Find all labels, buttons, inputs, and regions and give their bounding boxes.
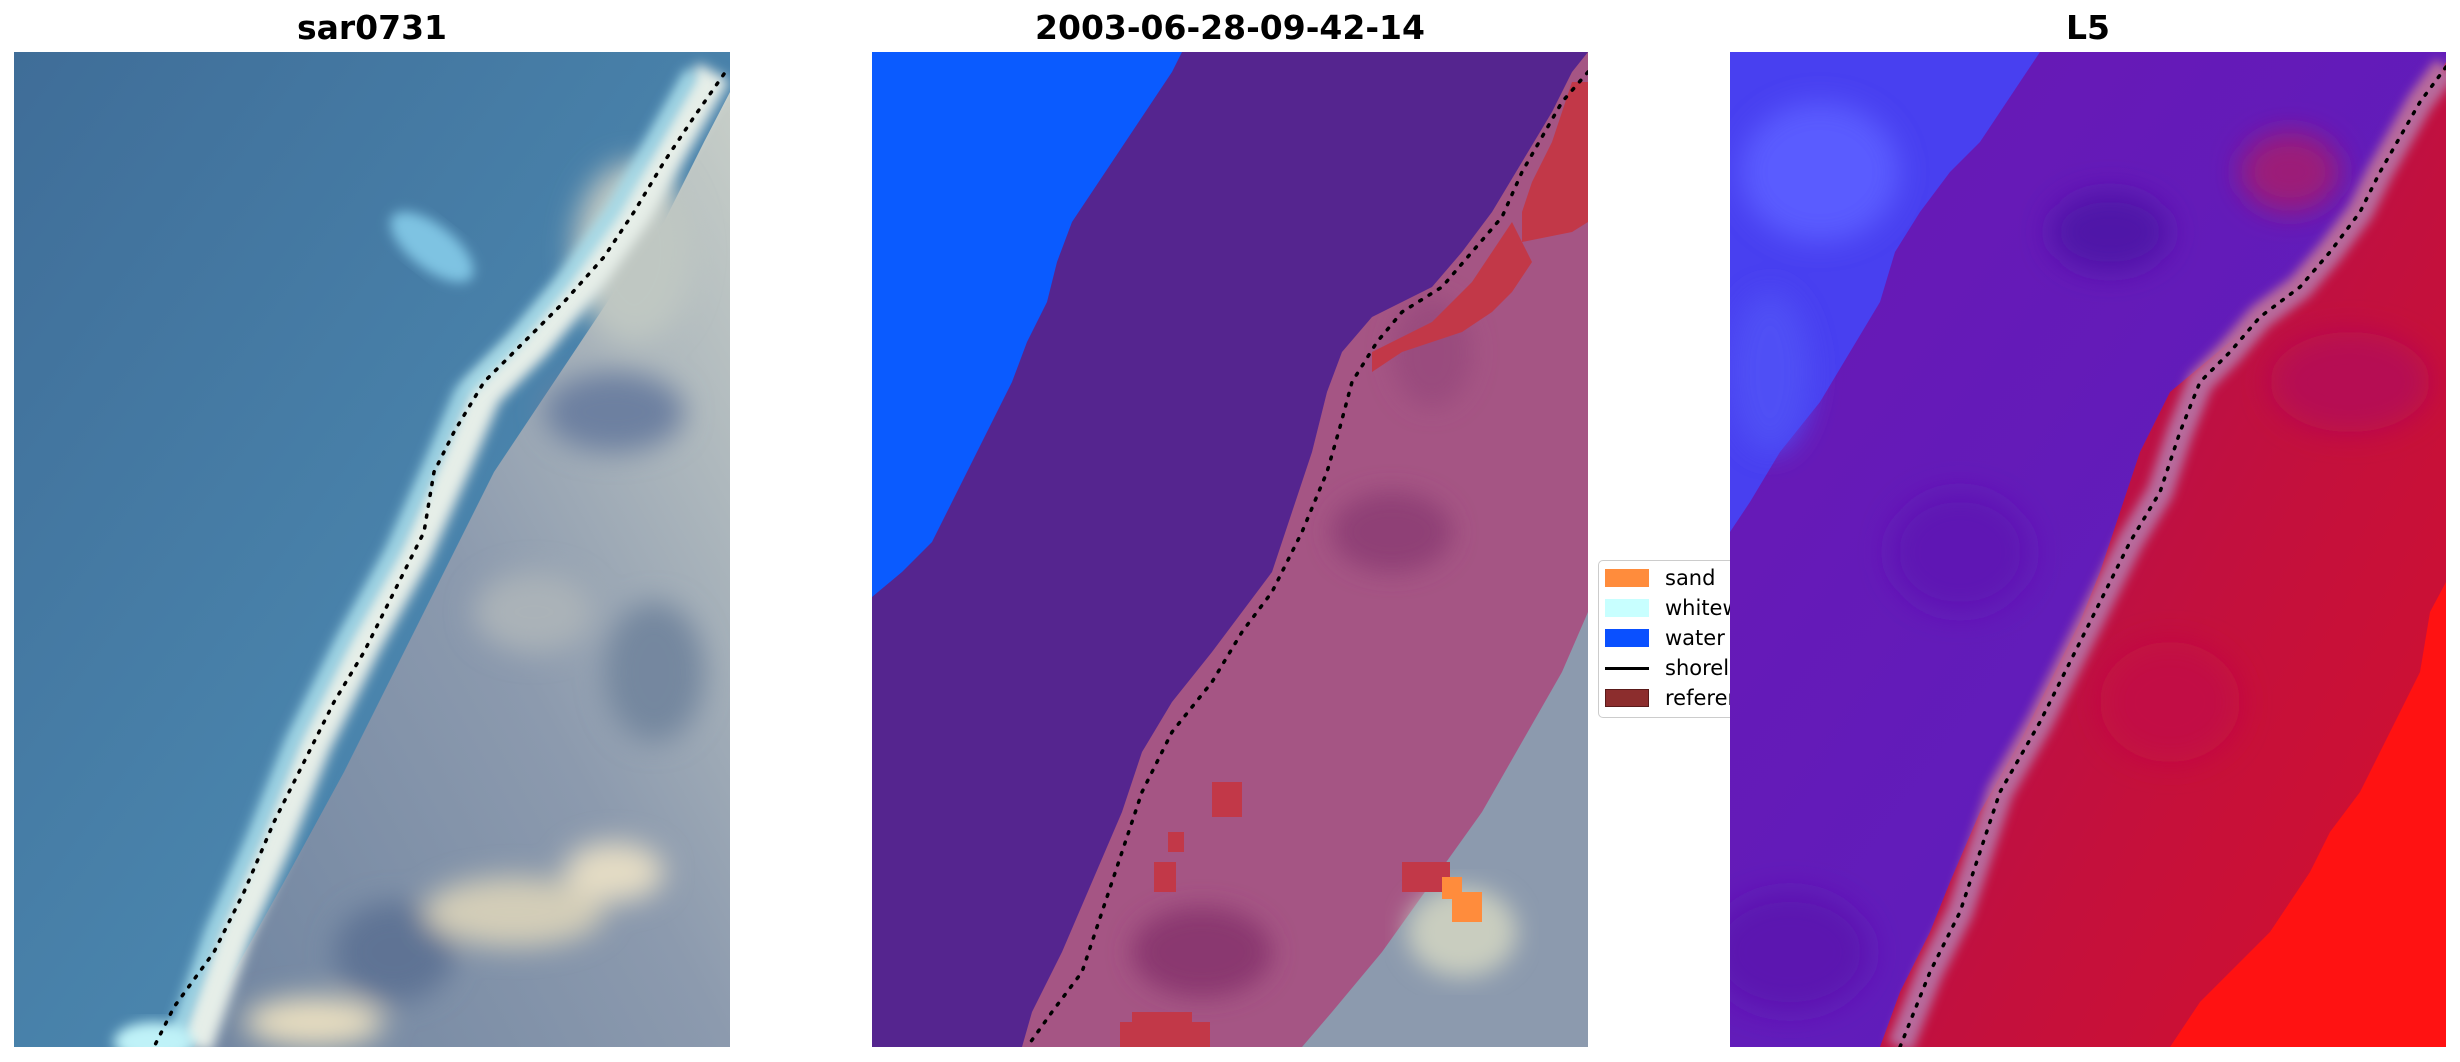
legend-swatch-sand — [1605, 569, 1649, 587]
legend-item-water: water — [1605, 625, 1725, 651]
panel-title-l5: L5 — [2066, 8, 2110, 47]
legend-swatch-shoreline — [1605, 666, 1649, 670]
legend-swatch-whitewater — [1605, 599, 1649, 617]
legend-label-water: water — [1665, 626, 1725, 650]
legend-swatch-water — [1605, 629, 1649, 647]
legend-item-sand: sand — [1605, 565, 1715, 591]
classified-image — [872, 52, 1588, 1047]
legend-item-reference: reference — [1605, 685, 1747, 711]
legend-label-sand: sand — [1665, 566, 1716, 590]
panel-title-rgb: sar0731 — [296, 8, 448, 47]
l5-heatmap-image — [1730, 52, 2446, 1047]
legend-item-shoreline: shoreline — [1605, 655, 1747, 681]
legend-swatch-reference — [1605, 689, 1649, 707]
panel-title-classified: 2003-06-28-09-42-14 — [1035, 8, 1425, 47]
rgb-satellite-image — [14, 52, 730, 1047]
